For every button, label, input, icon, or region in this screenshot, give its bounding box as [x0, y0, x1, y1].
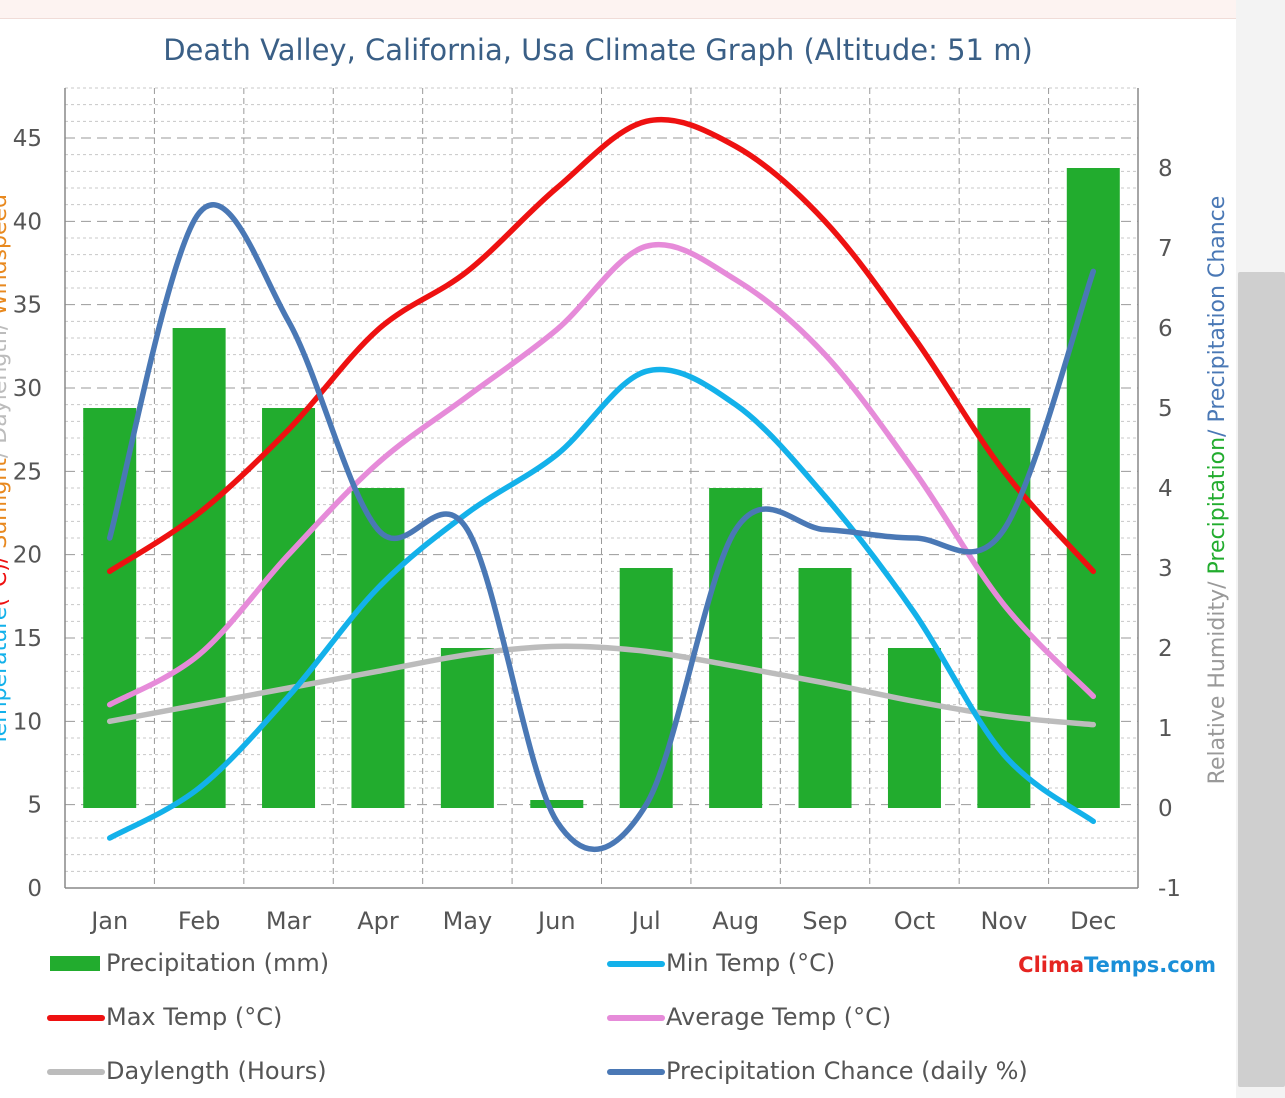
line-min-temp [106, 366, 1097, 841]
left-tick-label: 15 [13, 626, 42, 652]
brand-logo[interactable]: ClimaTemps.com [1018, 953, 1216, 977]
legend: Precipitation (mm) Min Temp (°C) Max Tem… [47, 949, 1028, 1085]
precipitation-bar-jul [619, 568, 673, 808]
left-tick-label: 0 [27, 876, 42, 902]
brand-part-temps: Temps [1084, 953, 1159, 977]
precipitation-bar-may [440, 648, 494, 808]
left-tick-label: 30 [13, 376, 42, 402]
month-label-sep: Sep [802, 907, 847, 935]
right-tick-label: 5 [1158, 396, 1173, 422]
scrollbar-thumb[interactable] [1238, 272, 1285, 1087]
axis-title-part: (°C)/ [0, 549, 12, 607]
legend-swatch-precipitation [50, 956, 100, 971]
line-average-temp [106, 241, 1097, 708]
right-tick-label: 7 [1158, 236, 1173, 262]
legend-item-average-temp: Average Temp (°C) [607, 1003, 891, 1031]
axis-title-part: Temperature [0, 607, 12, 747]
x-axis-labels: Jan Feb Mar Apr May Jun Jul Aug Sep Oct Nov Dec [89, 907, 1116, 935]
month-label-nov: Nov [980, 907, 1027, 935]
line-daylength [106, 643, 1097, 728]
right-tick-label: 0 [1158, 796, 1173, 822]
precipitation-bar-oct [887, 648, 941, 808]
legend-item-daylength: Daylength (Hours) [47, 1057, 327, 1085]
brand-part-com: .com [1159, 953, 1216, 977]
month-label-jan: Jan [89, 907, 128, 935]
axis-title-part: / Daylength/ [0, 316, 12, 458]
legend-item-min-temp: Min Temp (°C) [607, 949, 835, 977]
line-precip-chance [106, 202, 1097, 852]
left-tick-label: 40 [13, 209, 42, 235]
left-tick-label: 20 [13, 543, 42, 569]
right-tick-label: 6 [1158, 316, 1173, 342]
left-tick-label: 25 [13, 459, 42, 485]
legend-label-min-temp: Min Temp (°C) [666, 949, 835, 977]
month-label-feb: Feb [178, 907, 221, 935]
legend-item-precip-chance: Precipitation Chance (daily %) [607, 1057, 1028, 1085]
legend-label-precip-chance: Precipitation Chance (daily %) [666, 1057, 1028, 1085]
climate-chart: Death Valley, California, Usa Climate Gr… [0, 33, 1230, 1085]
month-label-aug: Aug [712, 907, 759, 935]
precipitation-bar-apr [351, 488, 405, 808]
month-label-jun: Jun [536, 907, 576, 935]
precipitation-bar-feb [172, 328, 226, 808]
axis-title-part: Precipitation [1205, 437, 1230, 575]
legend-item-precipitation: Precipitation (mm) [50, 949, 329, 977]
axis-title-part: Sunlight [0, 458, 12, 549]
legend-label-precipitation: Precipitation (mm) [106, 949, 329, 977]
brand-part-clima: Clima [1018, 953, 1084, 977]
legend-label-daylength: Daylength (Hours) [106, 1057, 327, 1085]
month-label-dec: Dec [1070, 907, 1116, 935]
right-tick-label: 1 [1158, 716, 1173, 742]
precipitation-bar-jun [530, 800, 584, 808]
right-tick-label: 2 [1158, 636, 1173, 662]
left-axis-title: Temperature(°C)/ Sunlight/ Daylength/ Wi… [0, 194, 12, 747]
right-axis-title: Relative Humidity/ Precipitation/ Precip… [1205, 196, 1230, 785]
left-tick-label: 45 [13, 126, 42, 152]
precipitation-bar-dec [1066, 168, 1120, 808]
chart-title: Death Valley, California, Usa Climate Gr… [163, 33, 1033, 67]
left-tick-label: 10 [13, 709, 42, 735]
legend-item-max-temp: Max Temp (°C) [47, 1003, 282, 1031]
top-strip [0, 0, 1236, 19]
series-lines [106, 116, 1097, 852]
precipitation-bar-aug [709, 488, 763, 808]
axis-title-part: / Precipitation Chance [1205, 196, 1230, 437]
left-tick-label: 35 [13, 293, 42, 319]
right-tick-label: -1 [1158, 876, 1181, 902]
right-axis-ticks: -1 0 1 2 3 4 5 6 7 8 [1158, 156, 1181, 902]
precipitation-bar-mar [262, 408, 316, 808]
month-label-apr: Apr [357, 907, 399, 935]
axis-title-part: Relative Humidity/ [1205, 574, 1230, 784]
legend-label-average-temp: Average Temp (°C) [666, 1003, 891, 1031]
legend-label-max-temp: Max Temp (°C) [106, 1003, 282, 1031]
line-max-temp [106, 116, 1097, 575]
right-tick-label: 8 [1158, 156, 1173, 182]
left-axis-ticks: 0 5 10 15 20 25 30 35 40 45 [13, 126, 42, 902]
right-tick-label: 4 [1158, 476, 1173, 502]
chart-axes [64, 88, 1139, 889]
month-label-jul: Jul [630, 907, 661, 935]
month-label-may: May [443, 907, 493, 935]
month-label-oct: Oct [894, 907, 936, 935]
right-tick-label: 3 [1158, 556, 1173, 582]
left-tick-label: 5 [27, 793, 42, 819]
month-label-mar: Mar [266, 907, 311, 935]
axis-title-part: Windspeed [0, 194, 12, 316]
